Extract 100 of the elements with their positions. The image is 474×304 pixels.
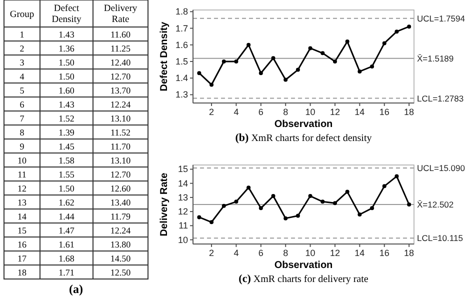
point	[246, 186, 251, 190]
point	[258, 206, 263, 210]
data-label: 1.36	[58, 44, 75, 54]
x-tick-label: 14	[354, 248, 365, 258]
y-tick-label: 1	[20, 30, 24, 40]
data-label: 1.50	[58, 184, 75, 194]
y-tick-label: 1.8	[175, 6, 188, 17]
point	[407, 202, 412, 206]
point	[382, 184, 386, 188]
y-axis-title: Group	[10, 10, 34, 20]
point	[296, 68, 300, 72]
x-tick-label: 16	[379, 107, 390, 117]
y-tick-label: 10	[18, 156, 27, 166]
data-label: 13.40	[110, 198, 132, 208]
data-label: 1.60	[58, 86, 75, 96]
data-label: 12.50	[110, 268, 132, 278]
data-label: 12.70	[110, 170, 132, 180]
x-tick-label: 6	[258, 248, 264, 258]
data-label: 1.50	[58, 72, 75, 82]
data-label: 1.45	[58, 142, 75, 152]
point	[308, 46, 312, 50]
point	[271, 194, 276, 198]
y-tick-label: 1.4	[175, 73, 188, 84]
y-tick-label: 12	[18, 184, 26, 194]
point	[197, 71, 202, 76]
point	[382, 41, 386, 46]
point	[370, 206, 374, 210]
data-label: 1.43	[58, 30, 75, 40]
point	[197, 215, 202, 220]
y-tick-label: 1.7	[175, 23, 188, 34]
point	[210, 82, 214, 87]
data-label: 12.60	[110, 184, 132, 194]
data-label: 11.70	[110, 142, 131, 152]
x-axis-title: Observation	[274, 119, 333, 130]
data-label: 1.50	[58, 58, 75, 68]
point	[370, 64, 374, 68]
y-tick-label: 11	[178, 220, 188, 231]
x-tick-label: 18	[404, 107, 414, 117]
data-label: 12.24	[110, 100, 132, 110]
x-tick-label: 10	[305, 107, 316, 117]
point	[234, 200, 238, 204]
y-tick-label: 14	[178, 178, 188, 188]
point	[222, 59, 226, 64]
x-tick-label: 8	[283, 107, 288, 117]
data-label: 13.10	[110, 114, 132, 124]
ref-line-label: LCL=10.115	[417, 233, 464, 244]
data-label: 11.79	[110, 212, 131, 222]
data-label: 1.61	[58, 240, 74, 250]
y-tick-label: 4	[20, 72, 25, 82]
y-tick-label: 7	[20, 114, 25, 124]
x-tick-label: 2	[209, 107, 214, 117]
point	[320, 200, 325, 204]
x-tick-label: 4	[234, 107, 239, 117]
point	[284, 78, 288, 82]
text: (a)	[69, 282, 83, 296]
y-tick-label: 3	[20, 58, 25, 68]
y-tick-label: 17	[18, 254, 27, 264]
y-tick-label: 1.6	[175, 40, 188, 50]
data-label: 11.25	[110, 44, 131, 54]
y-tick-label: 8	[20, 128, 25, 138]
ref-line-label: UCL=1.7594	[417, 13, 466, 24]
point	[332, 59, 337, 64]
data-label: 11.60	[110, 30, 131, 40]
y-tick-label: 15	[18, 226, 27, 236]
point	[258, 71, 263, 76]
point	[358, 212, 362, 217]
point	[320, 51, 325, 56]
y-tick-label: 11	[18, 170, 26, 180]
x-tick-label: 8	[283, 248, 288, 258]
y-tick-label: 13	[178, 192, 188, 202]
data-label: 11.52	[110, 128, 130, 138]
y-tick-label: 16	[18, 240, 27, 250]
data-label: 1.55	[58, 170, 75, 180]
point	[210, 220, 214, 224]
ref-line-label: X̄=12.502	[417, 199, 454, 210]
point	[222, 204, 226, 208]
x-tick-label: 12	[330, 107, 340, 117]
x-tick-label: 14	[354, 107, 365, 117]
point	[345, 40, 350, 44]
point	[296, 214, 300, 218]
x-tick-label: 4	[234, 248, 239, 258]
x-tick-label: 16	[379, 248, 390, 258]
y-tick-label: 1.5	[175, 56, 188, 66]
y-tick-label: 15	[178, 164, 188, 174]
ref-line-label: X̄=1.5189	[417, 53, 454, 64]
x-tick-label: 18	[404, 248, 414, 258]
point	[394, 30, 399, 34]
point	[345, 190, 350, 194]
point	[246, 42, 251, 47]
data-label: 1.44	[58, 212, 75, 222]
x-tick-label: 6	[258, 107, 264, 117]
point	[234, 59, 238, 64]
ref-line-label: LCL=1.2783	[417, 93, 464, 104]
point	[284, 216, 288, 220]
data-label: 13.80	[110, 240, 132, 250]
point	[394, 174, 399, 178]
data-label: 14.50	[110, 254, 132, 264]
data-label: 13.10	[110, 156, 132, 166]
text: (b) XmR charts for defect density	[235, 132, 372, 144]
point	[332, 201, 337, 206]
